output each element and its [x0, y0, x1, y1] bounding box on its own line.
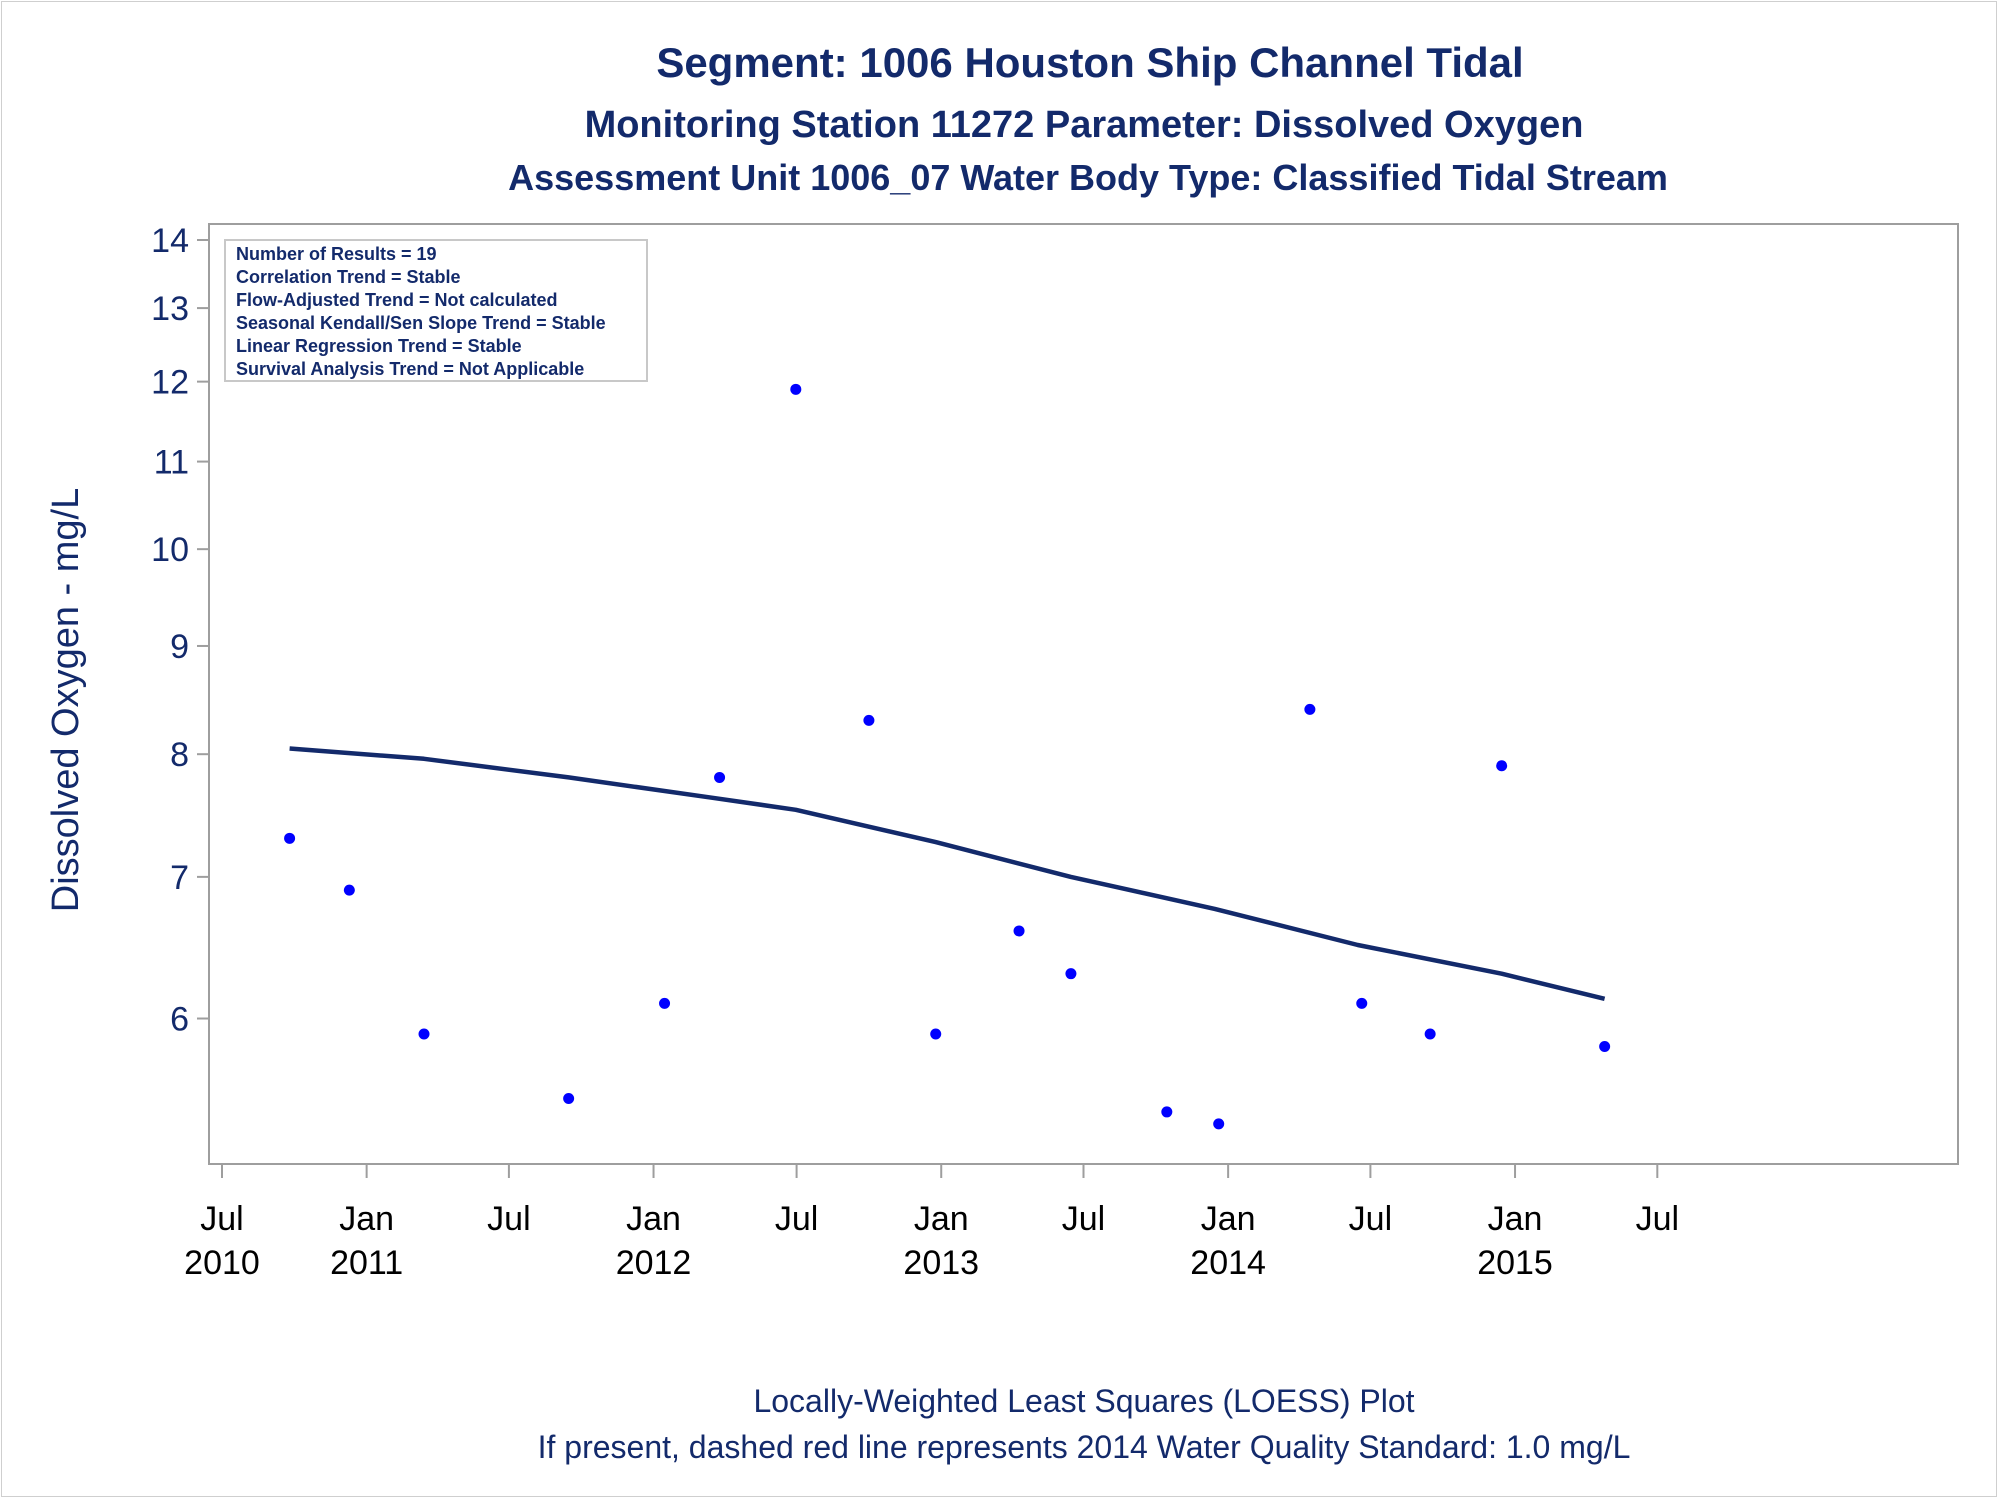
data-point: [343, 884, 355, 896]
x-tick-month-label: Jul: [1636, 1200, 1679, 1238]
data-point: [659, 997, 671, 1009]
x-tick-month-label: Jul: [775, 1200, 818, 1238]
y-tick-label: 13: [151, 290, 189, 328]
data-point: [1213, 1118, 1225, 1130]
data-point: [1304, 703, 1316, 715]
x-tick-month-label: Jan: [1201, 1200, 1256, 1238]
x-tick-year-label: 2010: [184, 1244, 260, 1282]
data-point: [930, 1028, 942, 1040]
y-tick-label: 6: [170, 1001, 189, 1039]
y-tick-label: 7: [170, 859, 189, 897]
x-tick-month-label: Jan: [914, 1200, 969, 1238]
x-tick-month-label: Jul: [487, 1200, 530, 1238]
stats-line-flow-adjusted: Flow-Adjusted Trend = Not calculated: [236, 290, 558, 310]
x-tick-month-label: Jan: [339, 1200, 394, 1238]
data-point: [563, 1092, 575, 1104]
y-axis-label: Dissolved Oxygen - mg/L: [45, 488, 87, 913]
chart-title-line1: Segment: 1006 Houston Ship Channel Tidal: [656, 39, 1523, 86]
stats-line-survival: Survival Analysis Trend = Not Applicable: [236, 359, 584, 379]
y-tick-label: 11: [154, 444, 189, 482]
footnote-line1: Locally-Weighted Least Squares (LOESS) P…: [753, 1383, 1414, 1419]
y-tick-label: 10: [151, 531, 189, 569]
data-point: [1161, 1106, 1173, 1118]
data-point: [1496, 760, 1508, 772]
y-tick-label: 9: [170, 628, 189, 666]
x-tick-year-label: 2015: [1477, 1244, 1553, 1282]
chart-title-line3: Assessment Unit 1006_07 Water Body Type:…: [508, 157, 1668, 198]
stats-line-linear-regression: Linear Regression Trend = Stable: [236, 336, 522, 356]
x-tick-year-label: 2012: [616, 1244, 692, 1282]
data-point: [863, 714, 875, 726]
data-point: [284, 832, 296, 844]
x-tick-year-label: 2014: [1190, 1244, 1266, 1282]
loess-layer: [289, 746, 1606, 1001]
stats-inset-box: [224, 239, 648, 382]
loess-trend-line: [289, 746, 1606, 1001]
stats-line-correlation: Correlation Trend = Stable: [236, 267, 461, 287]
x-tick-year-label: 2011: [330, 1244, 403, 1282]
y-axis: 6 7 8 9 10 11 12 13 14: [151, 222, 209, 1039]
data-point: [1599, 1041, 1611, 1053]
data-point: [1424, 1028, 1436, 1040]
x-tick-year-label: 2013: [903, 1244, 979, 1282]
data-point: [418, 1028, 430, 1040]
x-tick-month-label: Jan: [1488, 1200, 1543, 1238]
chart-title-line2: Monitoring Station 11272 Parameter: Diss…: [585, 104, 1584, 146]
stats-line-results: Number of Results = 19: [236, 244, 437, 264]
x-tick-month-label: Jan: [626, 1200, 681, 1238]
x-axis: Jul 2010 Jan 2011 Jul Jan 2012 Jul Jan 2013 Jul Jan…: [184, 1164, 1679, 1282]
x-tick-month-label: Jul: [1062, 1200, 1105, 1238]
stats-inset: Number of Results = 19 Correlation Trend…: [224, 239, 648, 382]
y-tick-label: 8: [170, 736, 189, 774]
y-tick-label: 14: [151, 222, 189, 260]
data-point: [1065, 968, 1077, 980]
points-layer: [284, 254, 1611, 1130]
footnote-line2: If present, dashed red line represents 2…: [538, 1429, 1631, 1465]
x-tick-month-label: Jul: [200, 1200, 243, 1238]
data-point: [1013, 925, 1025, 937]
data-point: [1356, 997, 1368, 1009]
x-tick-month-label: Jul: [1349, 1200, 1392, 1238]
data-point: [790, 383, 802, 395]
stats-line-seasonal-kendall: Seasonal Kendall/Sen Slope Trend = Stabl…: [236, 313, 606, 333]
y-tick-label: 12: [151, 364, 189, 402]
data-point: [714, 771, 726, 783]
